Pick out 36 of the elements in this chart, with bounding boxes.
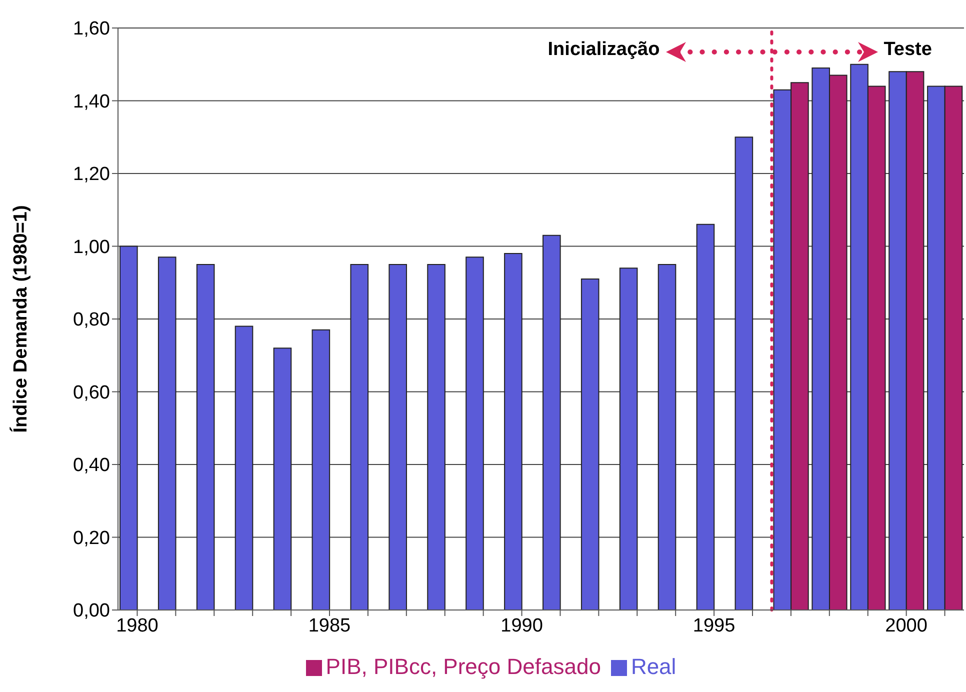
x-tick-label: 1990 [500,615,543,636]
y-axis-title: Índice Demanda (1980=1) [10,205,32,433]
y-tick-label: 0,60 [73,382,110,404]
y-tick-label: 0,80 [73,310,110,331]
bar [658,264,676,610]
bar [619,268,638,610]
bar [580,278,600,610]
legend-label: Real [630,654,676,679]
y-tick-label: 0,20 [73,528,110,549]
bar [350,264,369,610]
bar [466,256,484,610]
x-tick-label: 2000 [885,615,928,636]
bar [542,234,561,610]
bar [234,326,254,610]
x-tick-label: 1985 [308,615,351,636]
bar [120,246,138,610]
y-tick-label: 0,40 [73,455,110,476]
y-tick-label: 1,00 [73,236,110,258]
annotation: Teste [884,39,932,61]
bar [158,256,176,610]
bar [734,136,754,610]
bar [196,264,215,610]
bar [696,224,715,610]
bar [504,253,522,610]
bar [427,264,446,610]
y-tick-label: 1,40 [73,91,110,112]
bar [273,348,292,610]
x-tick-label: 1995 [692,615,736,636]
y-tick-label: 1,60 [73,18,110,40]
legend-label: PIB, PIBcc, Preço Defasado [326,654,601,679]
x-tick-label: 1980 [116,615,158,636]
annotation: Inicialização [548,39,660,61]
y-tick-label: 0,00 [73,600,110,622]
y-tick-label: 1,20 [73,164,110,186]
bar [388,264,407,610]
bar [312,329,330,610]
